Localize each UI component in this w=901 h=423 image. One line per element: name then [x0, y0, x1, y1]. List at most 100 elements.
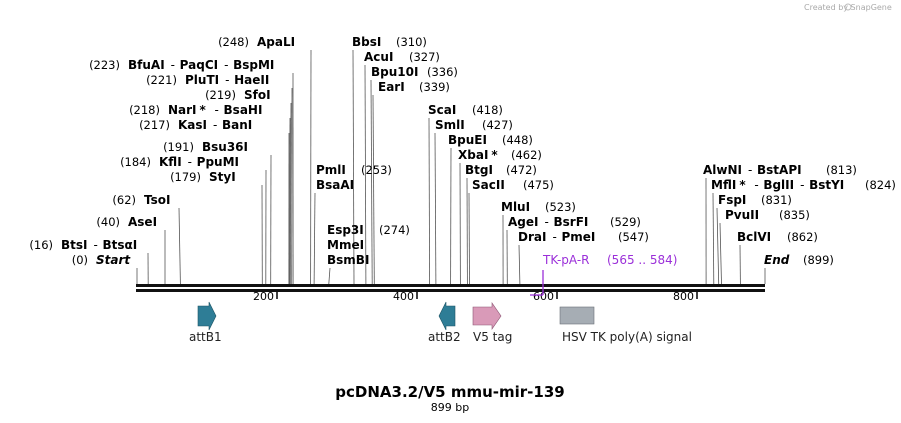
- enzyme-name: BtgI: [465, 163, 493, 177]
- enzyme-site[interactable]: (248) ApaLI: [218, 35, 295, 49]
- enzyme-position: (523): [545, 200, 576, 214]
- feature-label: attB1: [189, 330, 222, 344]
- enzyme-name: MluI: [501, 200, 530, 214]
- enzyme-name: BfuAI: [128, 58, 165, 72]
- enzyme-site[interactable]: (223) BfuAI - PaqCI - BspMI: [89, 58, 274, 72]
- enzyme-site[interactable]: Bpu10I (336): [371, 65, 458, 79]
- enzyme-name-group: BbsI: [352, 35, 381, 49]
- tick-label: 800: [673, 290, 694, 303]
- site-line: [313, 192, 316, 285]
- ruler-tick: 800: [673, 290, 698, 303]
- enzyme-position: (253): [361, 163, 392, 177]
- enzyme-position: (191): [163, 140, 194, 154]
- enzyme-name: AgeI: [508, 215, 538, 229]
- enzyme-name-group: AgeI - BsrFI: [508, 215, 588, 229]
- enzyme-name-group: SmlI: [435, 118, 465, 132]
- enzyme-site[interactable]: (219) SfoI: [205, 88, 271, 102]
- attb1-arrow-icon: [197, 301, 217, 331]
- enzyme-site[interactable]: (191) Bsu36I: [163, 140, 248, 154]
- primer-range: (565 .. 584): [607, 253, 677, 267]
- feature-attb1[interactable]: attB1: [189, 301, 222, 344]
- separator: -: [215, 103, 219, 117]
- enzyme-site[interactable]: SacII (475): [472, 178, 554, 192]
- enzyme-name-group: MflI * - BglII - BstYI: [711, 178, 844, 192]
- site-line: [518, 244, 521, 285]
- separator: -: [800, 178, 804, 192]
- enzyme-name: KasI: [178, 118, 207, 132]
- enzyme-name-group: BclVI: [737, 230, 771, 244]
- enzyme-position: (547): [618, 230, 649, 244]
- enzyme-name: BbsI: [352, 35, 381, 49]
- enzyme-name-group: AlwNI - BstAPI: [703, 163, 802, 177]
- enzyme-name: AseI: [128, 215, 157, 229]
- enzyme-name-group: ScaI: [428, 103, 456, 117]
- enzyme-site[interactable]: (217) KasI - BanI: [139, 118, 252, 132]
- enzyme-name-group: BpuEI: [448, 133, 487, 147]
- enzyme-position: (274): [379, 223, 410, 237]
- enzyme-name-group: SfoI: [244, 88, 271, 102]
- enzyme-position: (327): [409, 50, 440, 64]
- enzyme-name-group: MluI: [501, 200, 530, 214]
- enzyme-position: (472): [506, 163, 537, 177]
- enzyme-site[interactable]: BpuEI (448): [448, 133, 533, 147]
- enzyme-site[interactable]: PvuII (835): [725, 208, 810, 222]
- snapgene-logo-icon: [844, 3, 852, 11]
- methylation-star-icon: *: [200, 103, 207, 117]
- enzyme-site[interactable]: (184) KflI - PpuMI: [120, 155, 239, 169]
- enzyme-site[interactable]: ScaI (418): [428, 103, 503, 117]
- enzyme-site[interactable]: (179) StyI: [170, 170, 236, 184]
- v5-tag-arrow-icon: [472, 302, 502, 330]
- map-title: pcDNA3.2/V5 mmu-mir-139: [335, 383, 564, 401]
- separator: -: [213, 118, 217, 132]
- enzyme-site[interactable]: AgeI - BsrFI (529): [508, 215, 641, 229]
- enzyme-site[interactable]: FspI (831): [718, 193, 792, 207]
- enzyme-site[interactable]: AlwNI - BstAPI (813): [703, 163, 857, 177]
- enzyme-site[interactable]: XbaI * (462): [458, 148, 542, 162]
- enzyme-site[interactable]: MluI (523): [501, 200, 576, 214]
- enzyme-name: Esp3I: [327, 223, 364, 237]
- enzyme-name-group: AseI: [128, 215, 157, 229]
- enzyme-site[interactable]: BbsI (310): [352, 35, 427, 49]
- enzyme-name: BsmBI: [327, 253, 369, 267]
- feature-label: V5 tag: [473, 330, 512, 344]
- enzyme-site[interactable]: MflI * - BglII - BstYI (824): [711, 178, 896, 192]
- end-position: (899): [803, 253, 834, 267]
- enzyme-name: BspMI: [233, 58, 274, 72]
- site-line: [428, 117, 431, 285]
- enzyme-name: PmeI: [561, 230, 595, 244]
- feature-hsv-tk-polya[interactable]: HSV TK poly(A) signal: [559, 306, 692, 344]
- start-position: (0): [72, 253, 88, 267]
- site-line: [434, 132, 437, 285]
- enzyme-site[interactable]: (221) PluTI - HaeII: [146, 73, 269, 87]
- enzyme-name-group: BtgI: [465, 163, 493, 177]
- enzyme-site[interactable]: (218) NarI * - BsaHI: [129, 103, 262, 117]
- site-line: [712, 192, 715, 285]
- ruler-tick: 200: [253, 290, 278, 303]
- enzyme-name: BpuEI: [448, 133, 487, 147]
- site-line: [352, 49, 355, 285]
- enzyme-name-group: PmlI: [316, 163, 346, 177]
- enzyme-name-group: Bsu36I: [202, 140, 248, 154]
- enzyme-name: PaqCI: [180, 58, 218, 72]
- enzyme-site[interactable]: (16) BtsI - BtsαI: [29, 238, 137, 252]
- primer-tk-pa-r[interactable]: TK-pA-R (565 .. 584): [530, 253, 677, 296]
- feature-v5-tag[interactable]: V5 tag: [472, 302, 512, 344]
- enzyme-site[interactable]: (40) AseI: [96, 215, 157, 229]
- enzyme-name: BsaAI: [316, 178, 354, 192]
- enzyme-position: (813): [826, 163, 857, 177]
- enzyme-name: AlwNI: [703, 163, 742, 177]
- enzyme-site[interactable]: SmlI (427): [435, 118, 513, 132]
- enzyme-site[interactable]: (62) TsoI: [112, 193, 170, 207]
- enzyme-position: (40): [96, 215, 120, 229]
- enzyme-site[interactable]: EarI (339): [378, 80, 450, 94]
- separator: -: [225, 73, 229, 87]
- enzyme-name: BtsαI: [103, 238, 138, 252]
- enzyme-site[interactable]: AcuI (327): [364, 50, 440, 64]
- enzyme-site[interactable]: PmlI (253) BsaAI: [316, 163, 392, 192]
- separator: -: [544, 215, 548, 229]
- enzyme-site[interactable]: BclVI (862): [737, 230, 818, 244]
- enzyme-site[interactable]: DraI - PmeI (547): [518, 230, 649, 244]
- feature-attb2[interactable]: attB2: [428, 301, 461, 344]
- enzyme-site[interactable]: BtgI (472): [465, 163, 537, 177]
